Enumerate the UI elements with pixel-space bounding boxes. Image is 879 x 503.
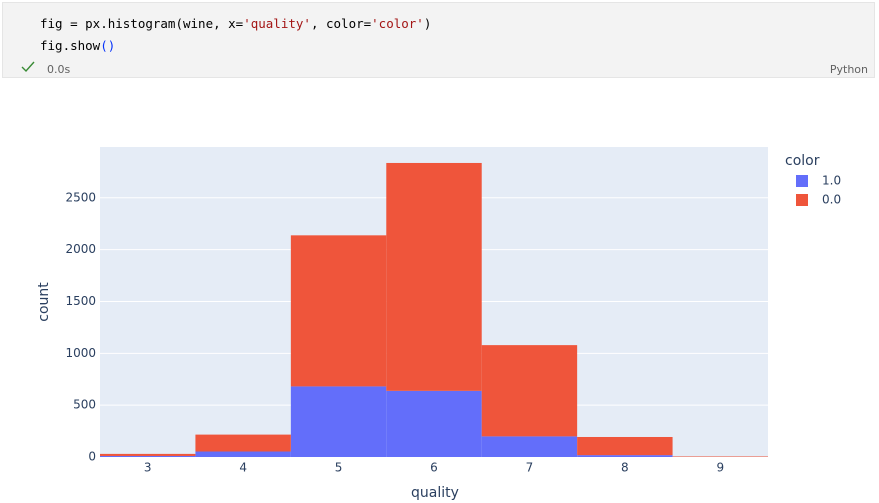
code-token: fig = px.histogram(wine, x=	[40, 16, 244, 31]
legend-swatch	[796, 175, 808, 187]
y-tick-label: 2500	[65, 190, 96, 204]
bar	[577, 455, 673, 457]
legend-label: 1.0	[822, 174, 841, 188]
bar	[672, 456, 768, 457]
code-line: fig = px.histogram(wine, x='quality', co…	[40, 16, 431, 31]
bar	[577, 436, 673, 456]
y-tick-label: 1000	[65, 346, 96, 360]
bar	[386, 162, 482, 391]
y-tick-label: 0	[88, 450, 96, 464]
exec-time: 0.0s	[47, 63, 71, 76]
bar	[386, 390, 482, 457]
legend-swatch	[796, 194, 808, 206]
x-axis-title: quality	[411, 485, 459, 501]
code-cell[interactable]: fig = px.histogram(wine, x='quality', co…	[2, 2, 875, 78]
x-tick-label: 7	[526, 461, 534, 475]
bar	[100, 455, 196, 457]
code-token: 'quality'	[243, 16, 311, 31]
code-token: , color=	[310, 16, 372, 31]
bar	[195, 434, 291, 452]
legend-title: color	[785, 153, 820, 169]
legend-label: 0.0	[822, 193, 841, 207]
y-tick-label: 1500	[65, 294, 96, 308]
code-token: ()	[100, 38, 116, 53]
x-tick-label: 3	[144, 461, 152, 475]
bar	[481, 436, 578, 457]
code-token: 'color'	[371, 16, 424, 31]
code-line: fig.show()	[40, 38, 115, 53]
x-tick-label: 5	[335, 461, 343, 475]
y-axis-title: count	[36, 282, 52, 322]
y-tick-label: 2000	[65, 242, 96, 256]
bar	[100, 453, 196, 456]
bar	[481, 345, 578, 437]
x-tick-label: 9	[716, 461, 724, 475]
bar	[290, 386, 387, 457]
success-icon	[21, 61, 35, 73]
code-token: )	[423, 16, 432, 31]
code-token: fig.show	[40, 38, 101, 53]
bar	[195, 451, 291, 457]
bar	[290, 235, 387, 387]
y-tick-label: 500	[73, 398, 96, 412]
x-tick-label: 8	[621, 461, 629, 475]
x-tick-label: 6	[430, 461, 438, 475]
language[interactable]: Python	[829, 63, 868, 76]
x-tick-label: 4	[239, 461, 247, 475]
